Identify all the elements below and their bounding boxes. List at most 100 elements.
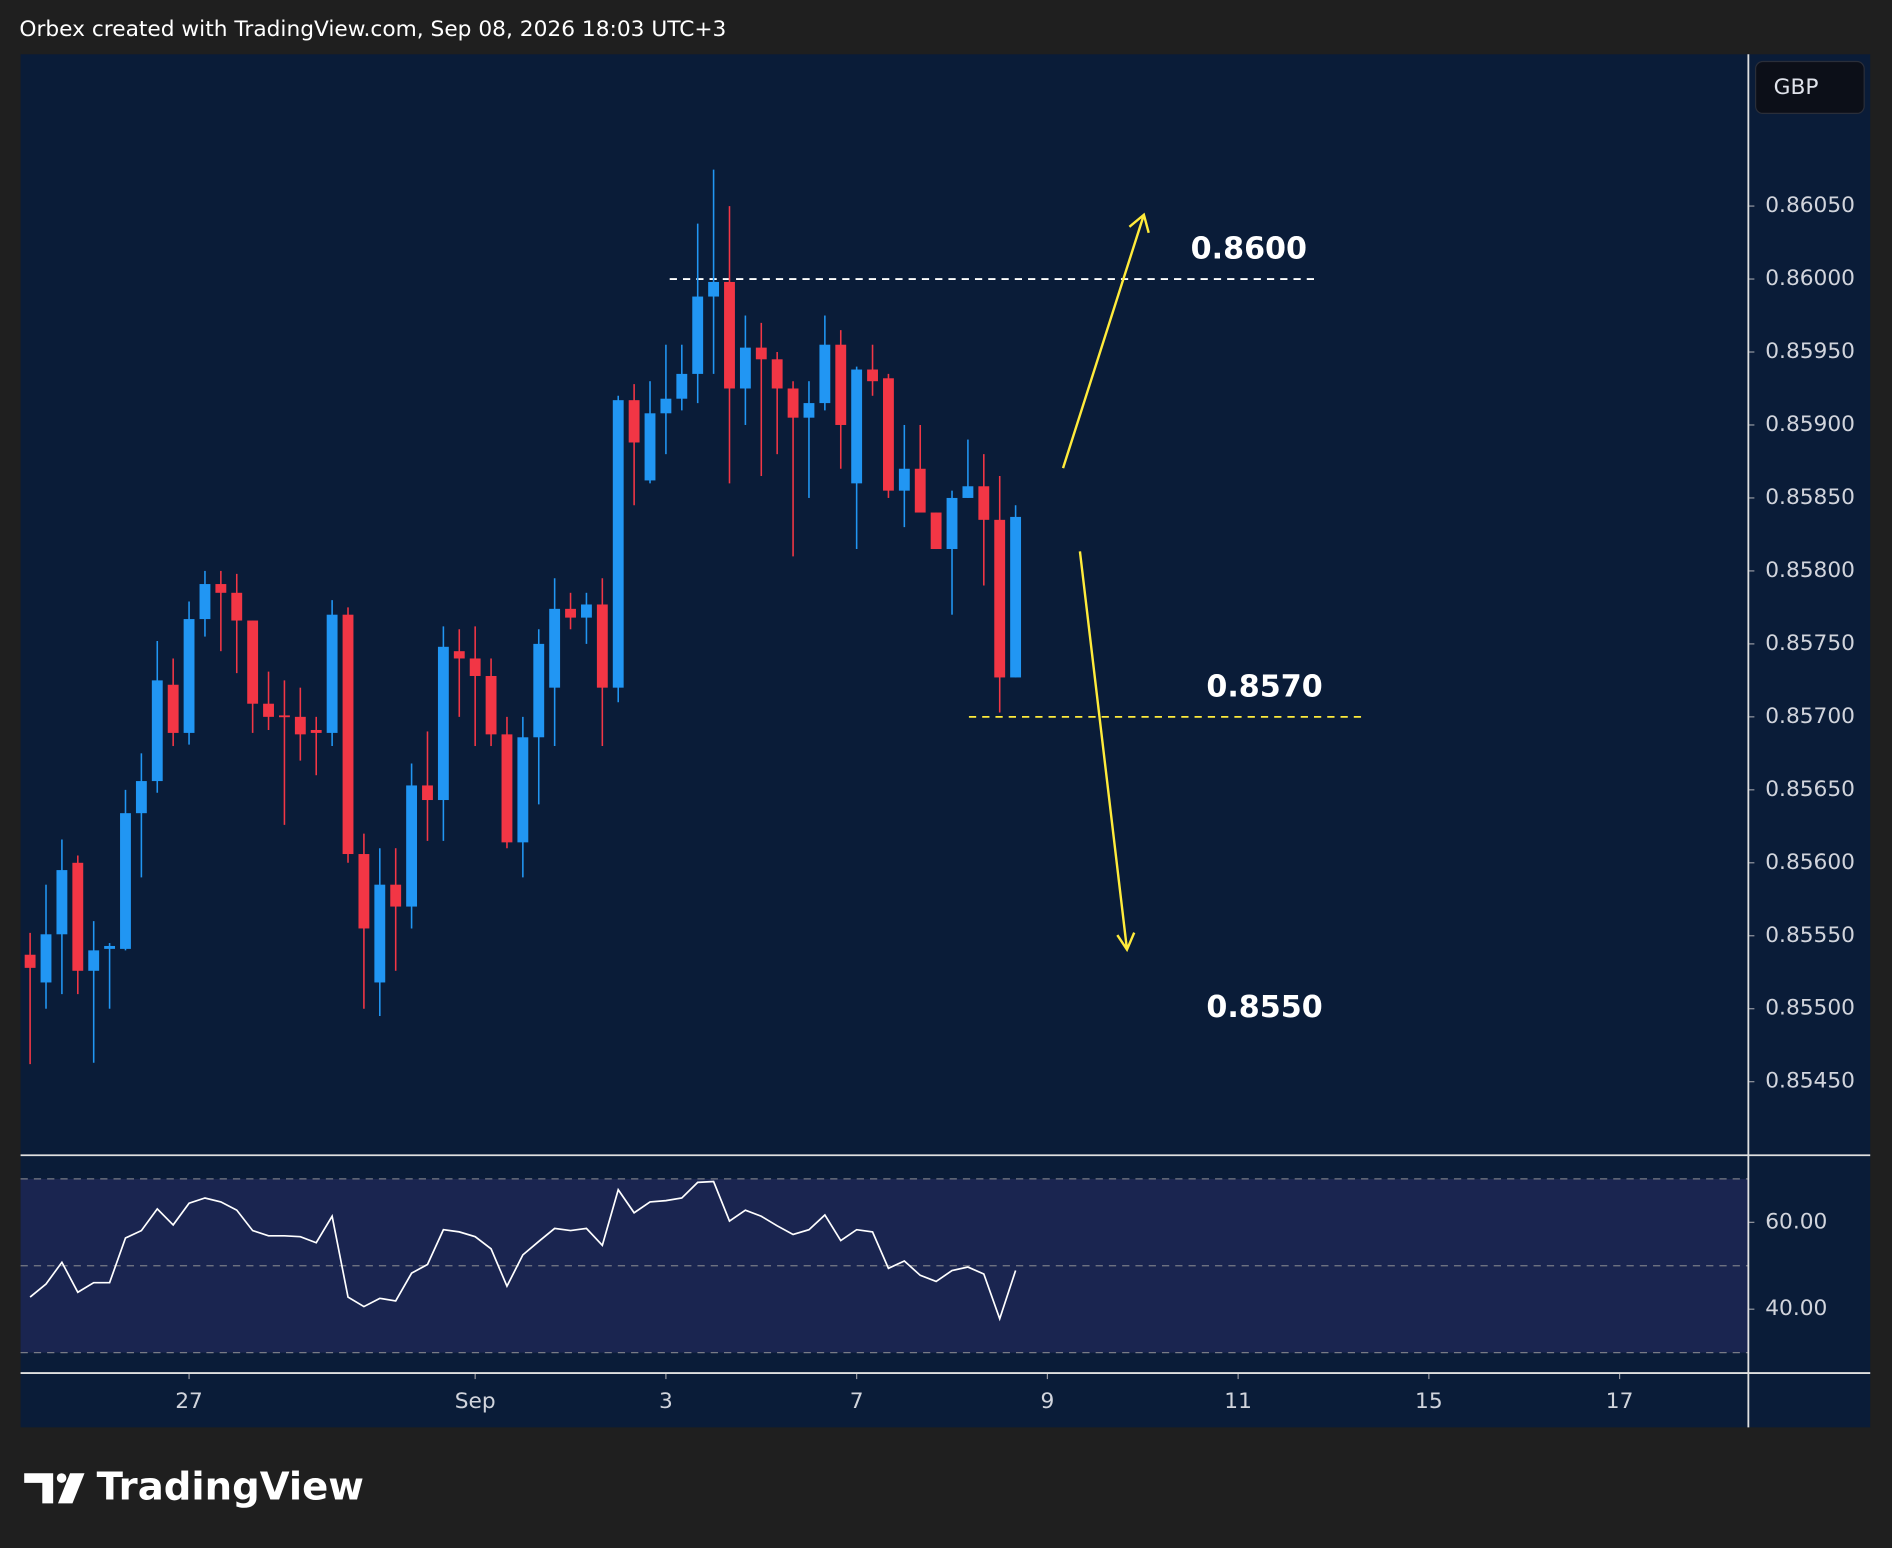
level-label: 0.8600 [1191,232,1307,267]
y-tick-label: 0.86050 [1765,193,1855,218]
candle-body [787,388,799,418]
candle-body [533,643,545,738]
y-tick-label: 0.85650 [1765,777,1855,802]
logo [24,1473,85,1504]
candle-body [660,398,672,414]
candle-body [883,378,894,491]
candle-body [676,373,688,399]
logo-icon-b [57,1473,85,1504]
candle-body [326,614,338,733]
candle-body [342,614,354,855]
candle-body [517,737,529,843]
x-tick-label: 15 [1415,1389,1443,1414]
candle-body [485,675,497,735]
candle-body [692,296,704,374]
candle-body [151,680,163,782]
candle-body [263,703,274,717]
header-title: Orbex created with TradingView.com, Sep … [19,17,726,42]
y-tick-label: 0.86000 [1765,266,1855,291]
x-tick-label: 27 [175,1389,203,1414]
candle-body [596,604,608,688]
candle-body [549,608,561,688]
y-tick-label: 0.85800 [1765,558,1855,583]
candle-body [120,813,131,949]
logo-icon-a [24,1473,54,1504]
logo-icon-dot [56,1473,67,1483]
candle-body [755,347,767,360]
candle-body [247,620,259,704]
candle-body [469,658,481,676]
arrow-down [1078,551,1136,953]
candle-body [56,870,68,935]
candle-body [914,468,926,513]
x-tick-label: 11 [1224,1389,1252,1414]
rsi-line [29,1180,1017,1322]
candle-body [565,608,576,618]
candle-body [183,619,195,733]
currency-label: GBP [1774,75,1819,100]
logo-text: TradingView [97,1464,364,1509]
candle-body [215,584,227,593]
y-tick-label: 0.85950 [1765,339,1855,364]
candle-body [88,950,100,971]
candle-body [104,945,116,949]
candle-body [851,369,863,484]
y-tick-label: 0.85450 [1765,1069,1855,1094]
y-tick-label: 0.85750 [1765,631,1855,656]
candle-body [72,862,84,971]
x-tick-label: 9 [1040,1389,1054,1414]
candle-body [390,884,402,907]
candle-body [40,934,52,983]
candle-body [374,884,386,983]
y-tick-label: 60.00 [1765,1209,1827,1234]
x-tick-label: Sep [455,1389,496,1414]
candle-body [708,281,720,297]
currency-badge[interactable] [1754,60,1865,115]
candle-body [294,716,306,735]
candle-body [803,403,815,418]
candle-body [501,734,513,843]
y-tick-label: 0.85600 [1765,850,1855,875]
candle-body [612,400,624,688]
candle-body [771,359,783,389]
candle-body [406,785,418,907]
candle-body [644,413,656,481]
y-tick-label: 0.85850 [1765,485,1855,510]
x-tick-label: 7 [850,1389,864,1414]
arrow-up [1061,212,1150,469]
candle-body [279,715,290,718]
candle-body [437,646,449,801]
candle-body [581,604,592,618]
y-tick-label: 0.85500 [1765,996,1855,1021]
arrows [1061,212,1150,953]
candle-body [628,400,640,443]
y-tick-label: 40.00 [1765,1296,1827,1321]
candle-body [724,281,735,389]
chart-layer: 0.85450 0.85500 0.85550 0.85600 0.85650 0.857… [20,169,1855,1414]
candle-body [898,468,910,491]
candle-body [739,347,751,389]
candle-body [930,512,942,550]
candle-body [24,954,36,968]
y-tick-label: 0.85550 [1765,923,1855,948]
x-tick-label: 3 [659,1389,673,1414]
candle-body [453,651,465,659]
candle-body [358,854,370,929]
candle-body [135,781,147,814]
level-label: 0.8550 [1206,990,1322,1025]
y-tick-label: 0.85900 [1765,412,1855,437]
candle-body [978,486,990,520]
candle-body [199,584,211,620]
candle-body [835,344,847,425]
candle-body [946,497,958,550]
x-tick-label: 17 [1606,1389,1634,1414]
candle-body [422,785,433,801]
candle-body [231,592,243,621]
candle-body [310,729,322,733]
candle-body [819,344,831,404]
level-label: 0.8570 [1206,669,1322,704]
candle-body [962,486,974,498]
candle-body [1010,516,1022,678]
